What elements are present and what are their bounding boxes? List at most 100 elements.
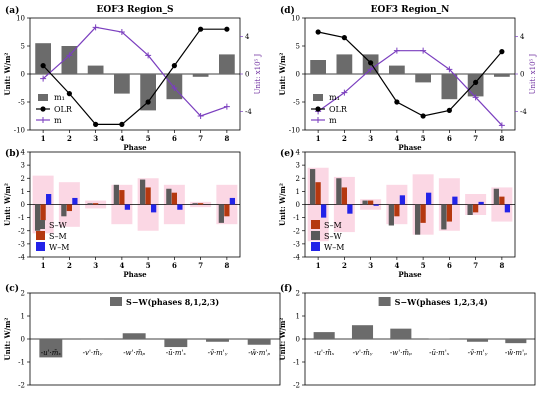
legend-label-olr: OLR bbox=[329, 105, 348, 114]
x-tick-label-b: 6 bbox=[172, 261, 177, 270]
m-line bbox=[42, 26, 228, 117]
bar-S–W bbox=[139, 179, 146, 205]
m-marker bbox=[498, 122, 505, 129]
bar-S–M bbox=[145, 187, 151, 205]
legend-swatch-c bbox=[110, 297, 122, 306]
x-tick-label-b: 5 bbox=[146, 261, 151, 270]
bar-S–M bbox=[93, 203, 99, 205]
y-tick-label-a: 10 bbox=[16, 15, 25, 23]
x-axis-label-a: Phase bbox=[123, 143, 147, 152]
bar-S–M bbox=[446, 204, 452, 222]
bar-S–M bbox=[224, 204, 230, 217]
legend-label-W–M: W–M bbox=[324, 243, 344, 252]
x-axis-label-b: Phase bbox=[123, 270, 147, 279]
bar-S–M bbox=[40, 204, 46, 221]
y-axis-label-d: Unit: W/m² bbox=[278, 53, 287, 96]
legend-label-S–M: S–M bbox=[49, 232, 67, 241]
m-marker bbox=[367, 66, 374, 73]
term-label-c: -w̄·m'ₚ bbox=[248, 349, 270, 357]
legend-swatch-S–M bbox=[36, 231, 45, 240]
m-marker bbox=[223, 103, 230, 110]
bar-S–W bbox=[336, 178, 342, 205]
y-tick-label-f: -1 bbox=[293, 359, 300, 367]
olr-point bbox=[198, 26, 204, 32]
bar-S–W bbox=[87, 203, 93, 205]
y-axis-label-c: Unit: W/m² bbox=[3, 318, 12, 361]
x-tick-label-a: 2 bbox=[67, 134, 72, 143]
legend-label-f: S−W(phases 1,2,3,4) bbox=[395, 297, 488, 307]
bar-W–M bbox=[229, 197, 236, 205]
y-right-tick-label-d: -4 bbox=[520, 108, 527, 116]
x-tick-label-b: 8 bbox=[224, 261, 229, 270]
y-tick-label-b: 3 bbox=[21, 162, 25, 170]
x-tick-label-b: 4 bbox=[119, 261, 124, 270]
x-tick-label-b: 1 bbox=[41, 261, 46, 270]
y-tick-label-b: -2 bbox=[18, 227, 25, 235]
olr-point bbox=[446, 107, 452, 113]
x-axis-label-d: Phase bbox=[398, 143, 422, 152]
y-tick-label-f: -2 bbox=[293, 382, 300, 390]
y-tick-label-d: 10 bbox=[291, 15, 300, 23]
y-tick-label-e: -2 bbox=[293, 227, 300, 235]
x-tick-label-d: 5 bbox=[421, 134, 426, 143]
bar-W–M bbox=[373, 204, 379, 206]
bar-S–M bbox=[198, 203, 204, 205]
x-tick-label-b: 7 bbox=[198, 261, 203, 270]
bar-S–W bbox=[309, 169, 316, 205]
m1-bar bbox=[87, 65, 104, 74]
m-marker bbox=[145, 52, 152, 59]
olr-point bbox=[420, 113, 426, 119]
y-tick-label-c: 0 bbox=[21, 336, 25, 344]
y-tick-label-a: 5 bbox=[21, 43, 25, 51]
y-tick-label-a: -5 bbox=[18, 99, 25, 107]
m1-bar bbox=[310, 60, 326, 74]
x-tick-label-b: 3 bbox=[93, 261, 98, 270]
m-marker bbox=[40, 75, 47, 82]
term-bar bbox=[81, 339, 104, 340]
x-tick-label-d: 1 bbox=[316, 134, 321, 143]
olr-point bbox=[40, 63, 46, 69]
y-axis-label-f: Unit: W/m² bbox=[278, 318, 287, 361]
x-tick-label-a: 4 bbox=[119, 134, 124, 143]
m1-bar bbox=[61, 46, 78, 74]
m-marker bbox=[393, 47, 400, 54]
y-tick-label-d: -10 bbox=[289, 127, 300, 135]
term-label-f: -v̄·m'ᵧ bbox=[468, 349, 488, 357]
term-bar bbox=[505, 339, 527, 344]
x-tick-label-d: 3 bbox=[368, 134, 373, 143]
y-tick-label-b: 1 bbox=[21, 188, 25, 196]
bar-W–M bbox=[321, 204, 327, 218]
y-tick-label-e: 4 bbox=[296, 149, 301, 157]
x-tick-label-d: 8 bbox=[499, 134, 504, 143]
panel-a: -10 -5 0 5 10 -4 0 4 1 2 3 4 5 6 7 8 Phase Unit: W/m² Unit… bbox=[3, 5, 262, 152]
panel-label-a: (a) bbox=[5, 5, 19, 16]
bar-S–W bbox=[61, 204, 67, 217]
m1-bar bbox=[441, 74, 458, 100]
legend-marker-m bbox=[40, 117, 46, 123]
legend-label-m1: m₁ bbox=[329, 93, 340, 102]
panel-c: -2 -1 0 1 2 -u'·m̄ₓ -v'·m̄ᵧ -w'·m̄ₚ -ū·m'ₓ -v̄·m'… bbox=[3, 283, 281, 390]
y-tick-label-d: 0 bbox=[296, 71, 300, 79]
panel-title-a: EOF3 Region_S bbox=[97, 5, 174, 15]
legend-marker-olr bbox=[315, 106, 321, 112]
y-right-tick-label-a: -4 bbox=[245, 108, 252, 116]
m1-bar bbox=[219, 54, 235, 74]
olr-point bbox=[119, 121, 125, 127]
y-tick-label-a: -10 bbox=[14, 127, 25, 135]
m-marker bbox=[341, 89, 348, 96]
y-tick-label-b: 4 bbox=[21, 149, 26, 157]
legend-swatch-W–M bbox=[36, 242, 45, 251]
bar-S–W bbox=[388, 204, 394, 226]
x-tick-label-d: 4 bbox=[394, 134, 399, 143]
bar-S–M bbox=[66, 204, 72, 212]
m-marker bbox=[446, 66, 453, 73]
y-tick-label-c: -2 bbox=[18, 382, 25, 390]
legend-label-m: m bbox=[329, 116, 337, 125]
x-tick-label-a: 7 bbox=[198, 134, 203, 143]
legend-swatch-S–W bbox=[311, 231, 320, 240]
bar-W–M bbox=[72, 197, 78, 205]
bar-S–W bbox=[493, 188, 499, 205]
bar-S–W bbox=[467, 204, 473, 215]
term-label-f: -u'·m̄ₓ bbox=[314, 349, 335, 357]
olr-point bbox=[66, 91, 72, 97]
